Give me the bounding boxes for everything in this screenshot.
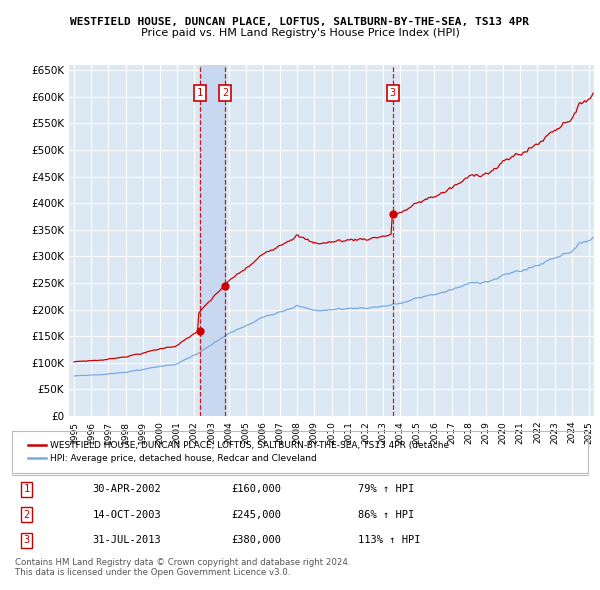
Text: 3: 3 (390, 88, 396, 98)
Text: 31-JUL-2013: 31-JUL-2013 (92, 535, 161, 545)
Text: 113% ↑ HPI: 113% ↑ HPI (358, 535, 420, 545)
Text: 86% ↑ HPI: 86% ↑ HPI (358, 510, 414, 520)
Text: 1: 1 (23, 484, 29, 494)
Text: £160,000: £160,000 (231, 484, 281, 494)
Text: 2: 2 (23, 510, 29, 520)
Text: 1: 1 (197, 88, 203, 98)
Text: 2: 2 (222, 88, 228, 98)
Text: Price paid vs. HM Land Registry's House Price Index (HPI): Price paid vs. HM Land Registry's House … (140, 28, 460, 38)
Bar (200, 65, 225, 416)
Text: £380,000: £380,000 (231, 535, 281, 545)
Legend: WESTFIELD HOUSE, DUNCAN PLACE, LOFTUS, SALTBURN-BY-THE-SEA, TS13 4PR (detache, H: WESTFIELD HOUSE, DUNCAN PLACE, LOFTUS, S… (22, 435, 455, 468)
Text: 3: 3 (23, 535, 29, 545)
Text: Contains HM Land Registry data © Crown copyright and database right 2024.
This d: Contains HM Land Registry data © Crown c… (15, 558, 350, 577)
Text: 14-OCT-2003: 14-OCT-2003 (92, 510, 161, 520)
Text: WESTFIELD HOUSE, DUNCAN PLACE, LOFTUS, SALTBURN-BY-THE-SEA, TS13 4PR: WESTFIELD HOUSE, DUNCAN PLACE, LOFTUS, S… (71, 17, 530, 27)
Text: 30-APR-2002: 30-APR-2002 (92, 484, 161, 494)
Text: £245,000: £245,000 (231, 510, 281, 520)
Text: 79% ↑ HPI: 79% ↑ HPI (358, 484, 414, 494)
